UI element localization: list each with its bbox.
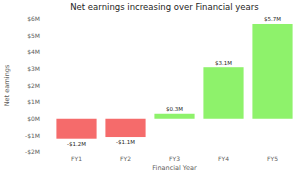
- x-tick-label: FY3: [169, 155, 180, 162]
- y-tick-label: $2M: [27, 82, 40, 89]
- y-tick-label: $1M: [27, 98, 40, 105]
- y-tick-label: -$2M: [25, 148, 40, 155]
- x-tick-label: FY5: [267, 155, 278, 162]
- page: {"chart_data": {"type": "bar", "title": …: [0, 0, 300, 172]
- bar: [56, 119, 96, 139]
- bar: [203, 67, 243, 119]
- y-axis-title: Net earnings: [3, 64, 11, 106]
- data-label: $5.7M: [264, 16, 281, 22]
- y-tick-label: $3M: [27, 65, 40, 72]
- data-label: $3.1M: [215, 60, 232, 66]
- data-label: $0.3M: [166, 106, 183, 112]
- data-label: -$1.1M: [116, 139, 135, 145]
- bar: [105, 119, 145, 137]
- y-tick-label: $6M: [27, 15, 40, 22]
- x-tick-label: FY4: [218, 155, 229, 162]
- y-tick-label: $5M: [27, 32, 40, 39]
- title: Net earnings increasing over Financial y…: [70, 2, 259, 12]
- bar: [154, 114, 194, 119]
- data-label: -$1.2M: [67, 141, 86, 147]
- bar: [252, 24, 292, 119]
- x-tick-label: FY1: [71, 155, 82, 162]
- y-tick-label: $0M: [27, 115, 40, 122]
- bars: [56, 24, 292, 139]
- y-tick-label: $4M: [27, 48, 40, 55]
- x-axis-title: Financial Year: [152, 164, 197, 172]
- y-tick-label: -$1M: [25, 132, 40, 139]
- x-tick-label: FY2: [120, 155, 131, 162]
- chart: Net earnings increasing over Financial y…: [0, 0, 300, 172]
